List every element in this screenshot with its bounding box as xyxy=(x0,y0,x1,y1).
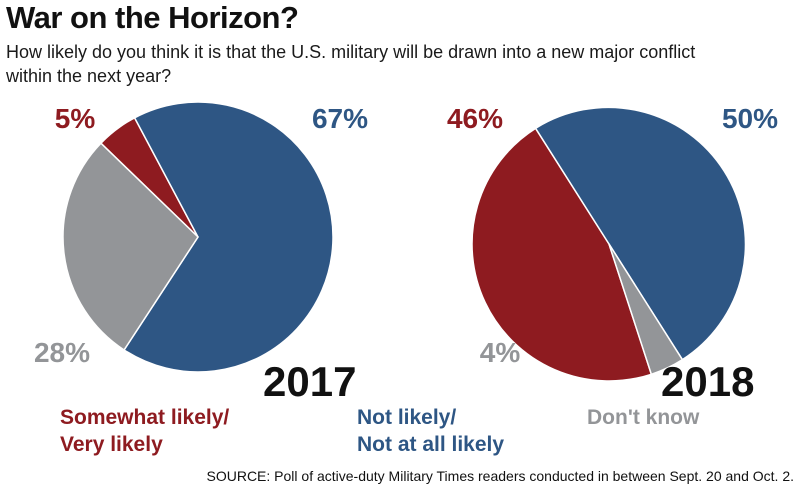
legend-not-likely-line-2: Not at all likely xyxy=(357,433,505,456)
pie-2017-label-dont-know: 28% xyxy=(34,337,90,368)
legend-not-likely: Not likely/ Not at all likely xyxy=(357,404,504,458)
legend-dont-know: Don't know xyxy=(587,406,700,429)
year-label-2017: 2017 xyxy=(263,358,357,405)
legend-not-likely-line-1: Not likely/ xyxy=(357,406,457,429)
pie-2018-slice-dont-know xyxy=(608,243,684,376)
pie-2018-label-likely: 46% xyxy=(447,103,503,134)
chart-subtitle: How likely do you think it is that the U… xyxy=(6,42,696,86)
legend-likely-line-1: Somewhat likely/ xyxy=(60,406,230,429)
pie-2017-slice-not-likely xyxy=(123,101,334,373)
pie-2018-slice-not-likely xyxy=(534,106,747,361)
pie-2017-label-likely: 5% xyxy=(55,103,96,134)
pie-2017-label-not-likely: 67% xyxy=(312,103,368,134)
year-label-2018: 2018 xyxy=(661,358,755,405)
chart-title: War on the Horizon? xyxy=(6,0,299,35)
legend-likely-line-2: Very likely xyxy=(60,433,163,456)
pie-2018-slice-likely xyxy=(471,127,653,382)
pie-2018-label-dont-know: 4% xyxy=(480,337,521,368)
pie-2018-label-not-likely: 50% xyxy=(722,103,778,134)
pie-2017-slice-dont-know xyxy=(62,142,199,351)
source-note: SOURCE: Poll of active-duty Military Tim… xyxy=(206,468,795,484)
legend-likely: Somewhat likely/ Very likely xyxy=(60,404,229,458)
